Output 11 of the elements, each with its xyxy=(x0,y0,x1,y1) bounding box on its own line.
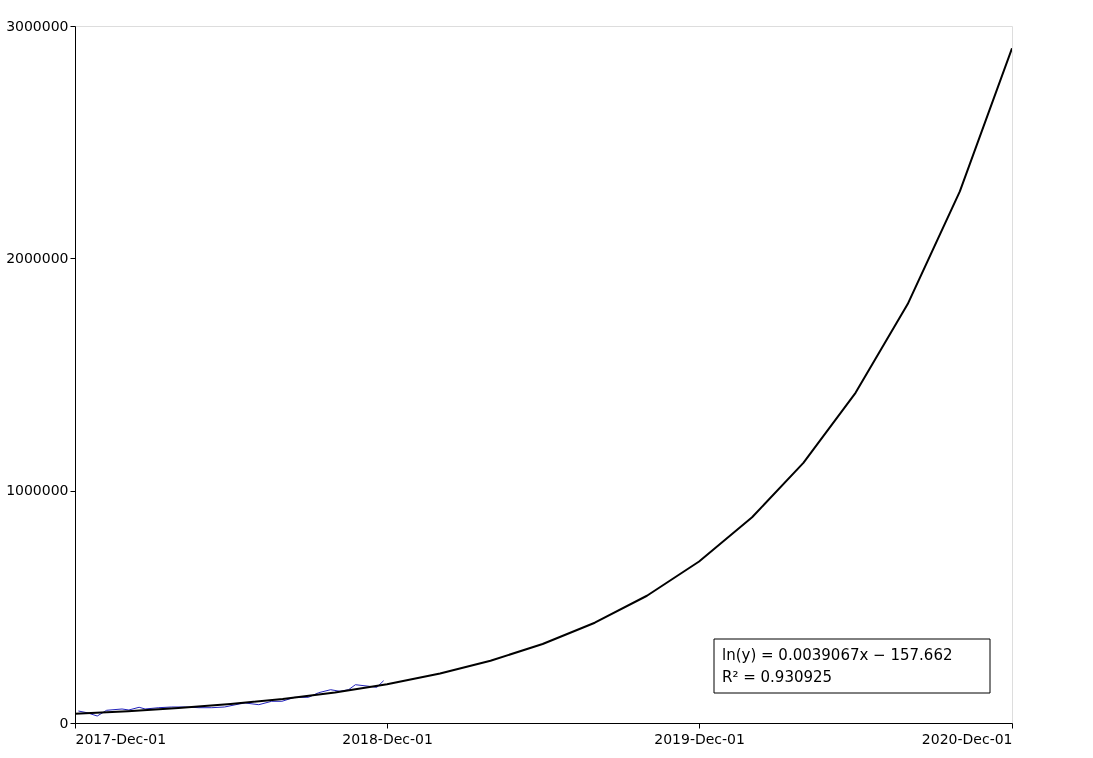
y-tick-label: 0 xyxy=(59,714,69,731)
x-tick-label: 2020-Dec-01 xyxy=(921,730,1013,747)
x-tick-label: 2019-Dec-01 xyxy=(654,730,745,747)
annotation: R² = 0.930925 xyxy=(722,668,833,686)
annotation: ln(y) = 0.0039067x − 157.662 xyxy=(722,646,953,664)
x-tick-label: 2018-Dec-01 xyxy=(342,730,433,747)
y-tick-label: 3000000 xyxy=(6,17,69,34)
y-tick-label: 1000000 xyxy=(6,482,69,499)
line-series xyxy=(77,680,385,717)
x-tick-label: 2017-Dec-01 xyxy=(75,730,167,747)
y-tick-label: 2000000 xyxy=(6,249,69,266)
